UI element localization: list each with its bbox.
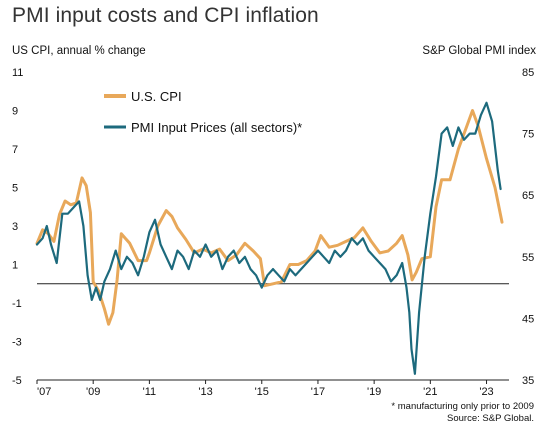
x-tick-label: '19	[367, 386, 381, 398]
right-tick-label: 75	[522, 129, 534, 141]
left-tick-label: 9	[12, 106, 18, 118]
x-tick-label: '13	[198, 386, 212, 398]
x-tick-label: '17	[311, 386, 325, 398]
right-tick-label: 65	[522, 190, 534, 202]
source-note: Source: S&P Global.	[447, 413, 534, 424]
left-tick-label: -1	[12, 298, 22, 310]
series-line-pmi	[35, 101, 502, 375]
x-tick-label: '11	[143, 386, 157, 398]
legend-label: PMI Input Prices (all sectors)*	[131, 120, 302, 135]
right-tick-label: 45	[522, 313, 534, 325]
right-tick-label: 35	[522, 375, 534, 387]
legend: U.S. CPI PMI Input Prices (all sectors)*	[104, 89, 302, 135]
left-tick-label: 1	[12, 260, 18, 272]
x-tick-label: '09	[86, 386, 100, 398]
right-axis-ticks: 35 45 55 65 75 85	[522, 67, 534, 387]
right-tick-label: 55	[522, 252, 534, 264]
left-axis-ticks: -5 -3 -1 1 3 5 7 9 11	[12, 67, 23, 387]
x-tick-label: '07	[37, 386, 51, 398]
chart-title: PMI input costs and CPI inflation	[12, 4, 319, 27]
footnote: * manufacturing only prior to 2009	[391, 401, 534, 412]
legend-label: U.S. CPI	[131, 89, 182, 104]
series-layer	[35, 101, 504, 375]
series-line-cpi	[35, 109, 504, 326]
left-axis-title: US CPI, annual % change	[12, 45, 146, 57]
left-tick-label: -3	[12, 337, 22, 349]
x-tick-label: '23	[479, 386, 493, 398]
right-tick-label: 85	[522, 67, 534, 79]
left-tick-label: 11	[12, 67, 23, 79]
x-axis-ticks: '07 '09 '11 '13 '15 '17 '19 '21 '23	[36, 379, 509, 398]
x-tick-label: '21	[423, 386, 437, 398]
x-tick-label: '15	[255, 386, 269, 398]
left-tick-label: -5	[12, 375, 22, 387]
left-tick-label: 7	[12, 144, 18, 156]
left-tick-label: 5	[12, 183, 18, 195]
left-tick-label: 3	[12, 221, 18, 233]
right-axis-title: S&P Global PMI index	[422, 45, 536, 57]
